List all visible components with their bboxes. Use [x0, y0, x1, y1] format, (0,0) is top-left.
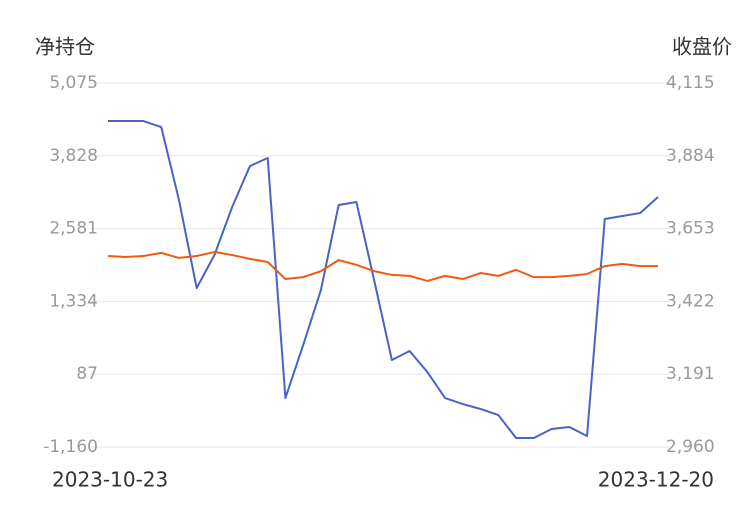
- y-tick-label: 2,581: [49, 219, 98, 239]
- y2-tick-label: 3,653: [666, 219, 715, 239]
- y-tick-label: 1,334: [49, 291, 98, 311]
- y-tick-label: -1,160: [43, 437, 98, 457]
- line-series: [108, 120, 659, 440]
- x-tick-label: 2023-10-23: [52, 468, 168, 492]
- y-axis-title: 净持仓: [35, 35, 95, 59]
- y2-tick-label: 3,884: [666, 146, 715, 166]
- y-tick-label: 87: [76, 364, 98, 384]
- y2-tick-label: 3,422: [666, 291, 715, 311]
- y2-tick-label: 2,960: [666, 437, 715, 457]
- y2-tick-label: 3,191: [666, 364, 715, 384]
- y-tick-label: 3,828: [49, 146, 98, 166]
- y2-axis-title: 收盘价: [672, 35, 732, 59]
- y-tick-label: 5,075: [49, 73, 98, 93]
- y2-tick-label: 4,115: [666, 73, 715, 93]
- x-tick-label: 2023-12-20: [598, 468, 714, 492]
- line-series: [107, 250, 658, 282]
